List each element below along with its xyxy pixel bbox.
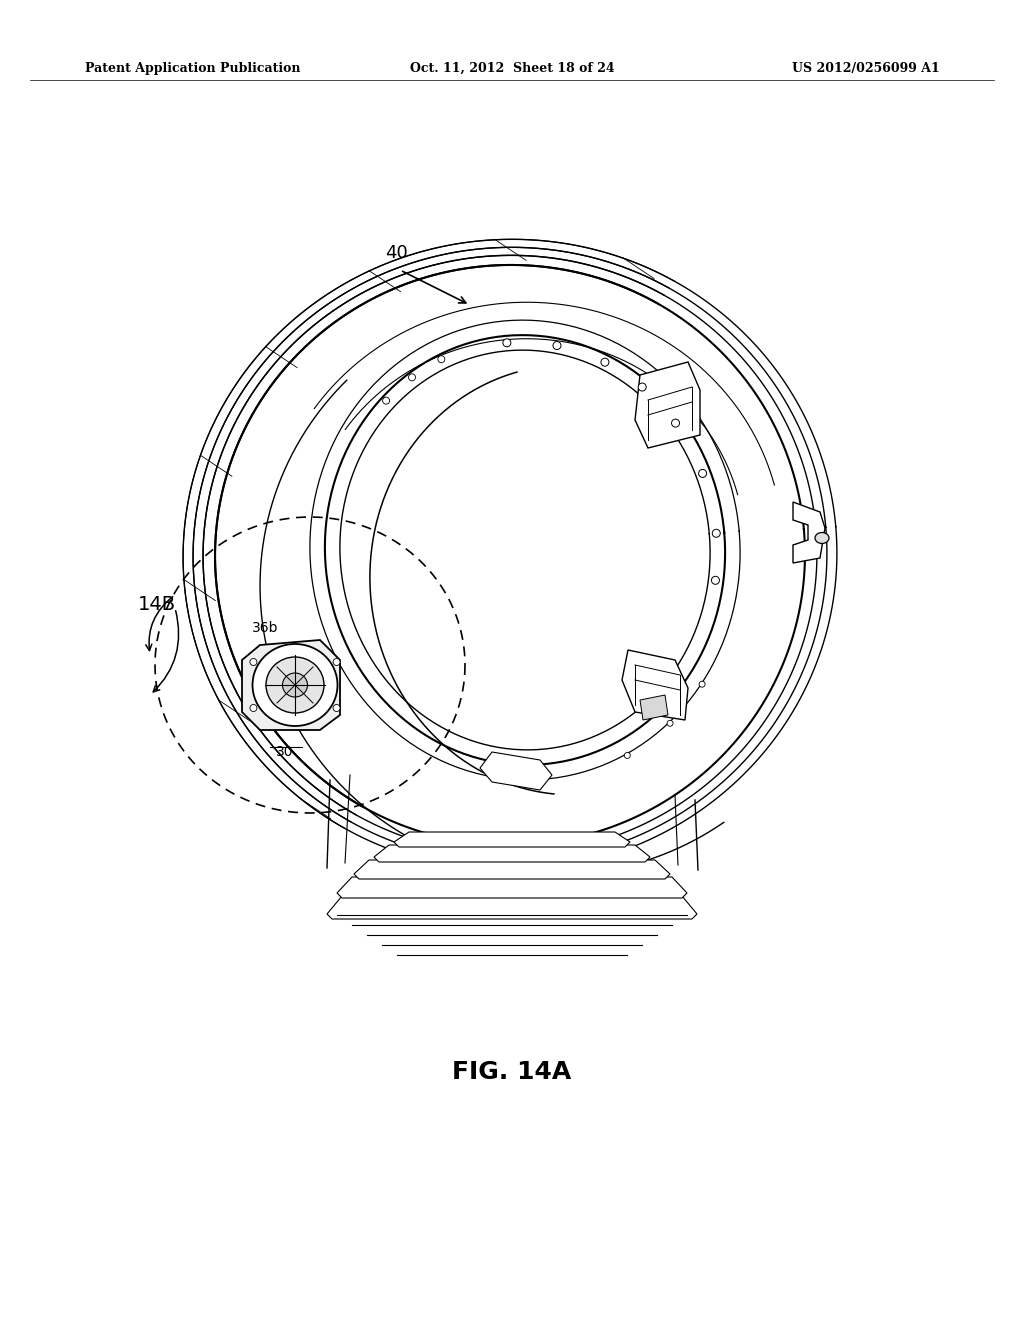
Ellipse shape <box>672 420 680 428</box>
Polygon shape <box>354 861 670 879</box>
Ellipse shape <box>409 374 416 381</box>
Polygon shape <box>394 832 630 847</box>
Polygon shape <box>327 896 697 919</box>
Ellipse shape <box>383 397 389 404</box>
Text: 40: 40 <box>385 244 408 261</box>
Ellipse shape <box>713 529 720 537</box>
Ellipse shape <box>250 705 257 711</box>
Ellipse shape <box>253 644 338 726</box>
Text: 36b: 36b <box>252 620 279 635</box>
Ellipse shape <box>712 577 720 585</box>
Ellipse shape <box>283 673 307 697</box>
Ellipse shape <box>699 681 706 688</box>
Ellipse shape <box>625 752 631 759</box>
Ellipse shape <box>333 659 340 665</box>
Polygon shape <box>242 640 340 730</box>
Text: 14B: 14B <box>138 595 176 615</box>
Text: US 2012/0256099 A1: US 2012/0256099 A1 <box>793 62 940 75</box>
Text: Patent Application Publication: Patent Application Publication <box>85 62 300 75</box>
Ellipse shape <box>438 355 444 363</box>
Ellipse shape <box>815 532 829 544</box>
Ellipse shape <box>553 342 561 350</box>
Text: 30: 30 <box>276 744 294 759</box>
Ellipse shape <box>667 721 673 726</box>
Polygon shape <box>793 502 825 564</box>
Polygon shape <box>640 696 668 719</box>
Text: Oct. 11, 2012  Sheet 18 of 24: Oct. 11, 2012 Sheet 18 of 24 <box>410 62 614 75</box>
Polygon shape <box>337 876 687 898</box>
Ellipse shape <box>250 659 257 665</box>
Polygon shape <box>622 649 688 719</box>
Polygon shape <box>374 845 650 862</box>
Ellipse shape <box>601 358 609 366</box>
Ellipse shape <box>503 339 511 347</box>
Ellipse shape <box>698 470 707 478</box>
Polygon shape <box>480 752 552 789</box>
Ellipse shape <box>266 657 324 713</box>
Ellipse shape <box>333 705 340 711</box>
Ellipse shape <box>638 383 646 391</box>
Text: FIG. 14A: FIG. 14A <box>453 1060 571 1084</box>
Polygon shape <box>635 362 700 447</box>
